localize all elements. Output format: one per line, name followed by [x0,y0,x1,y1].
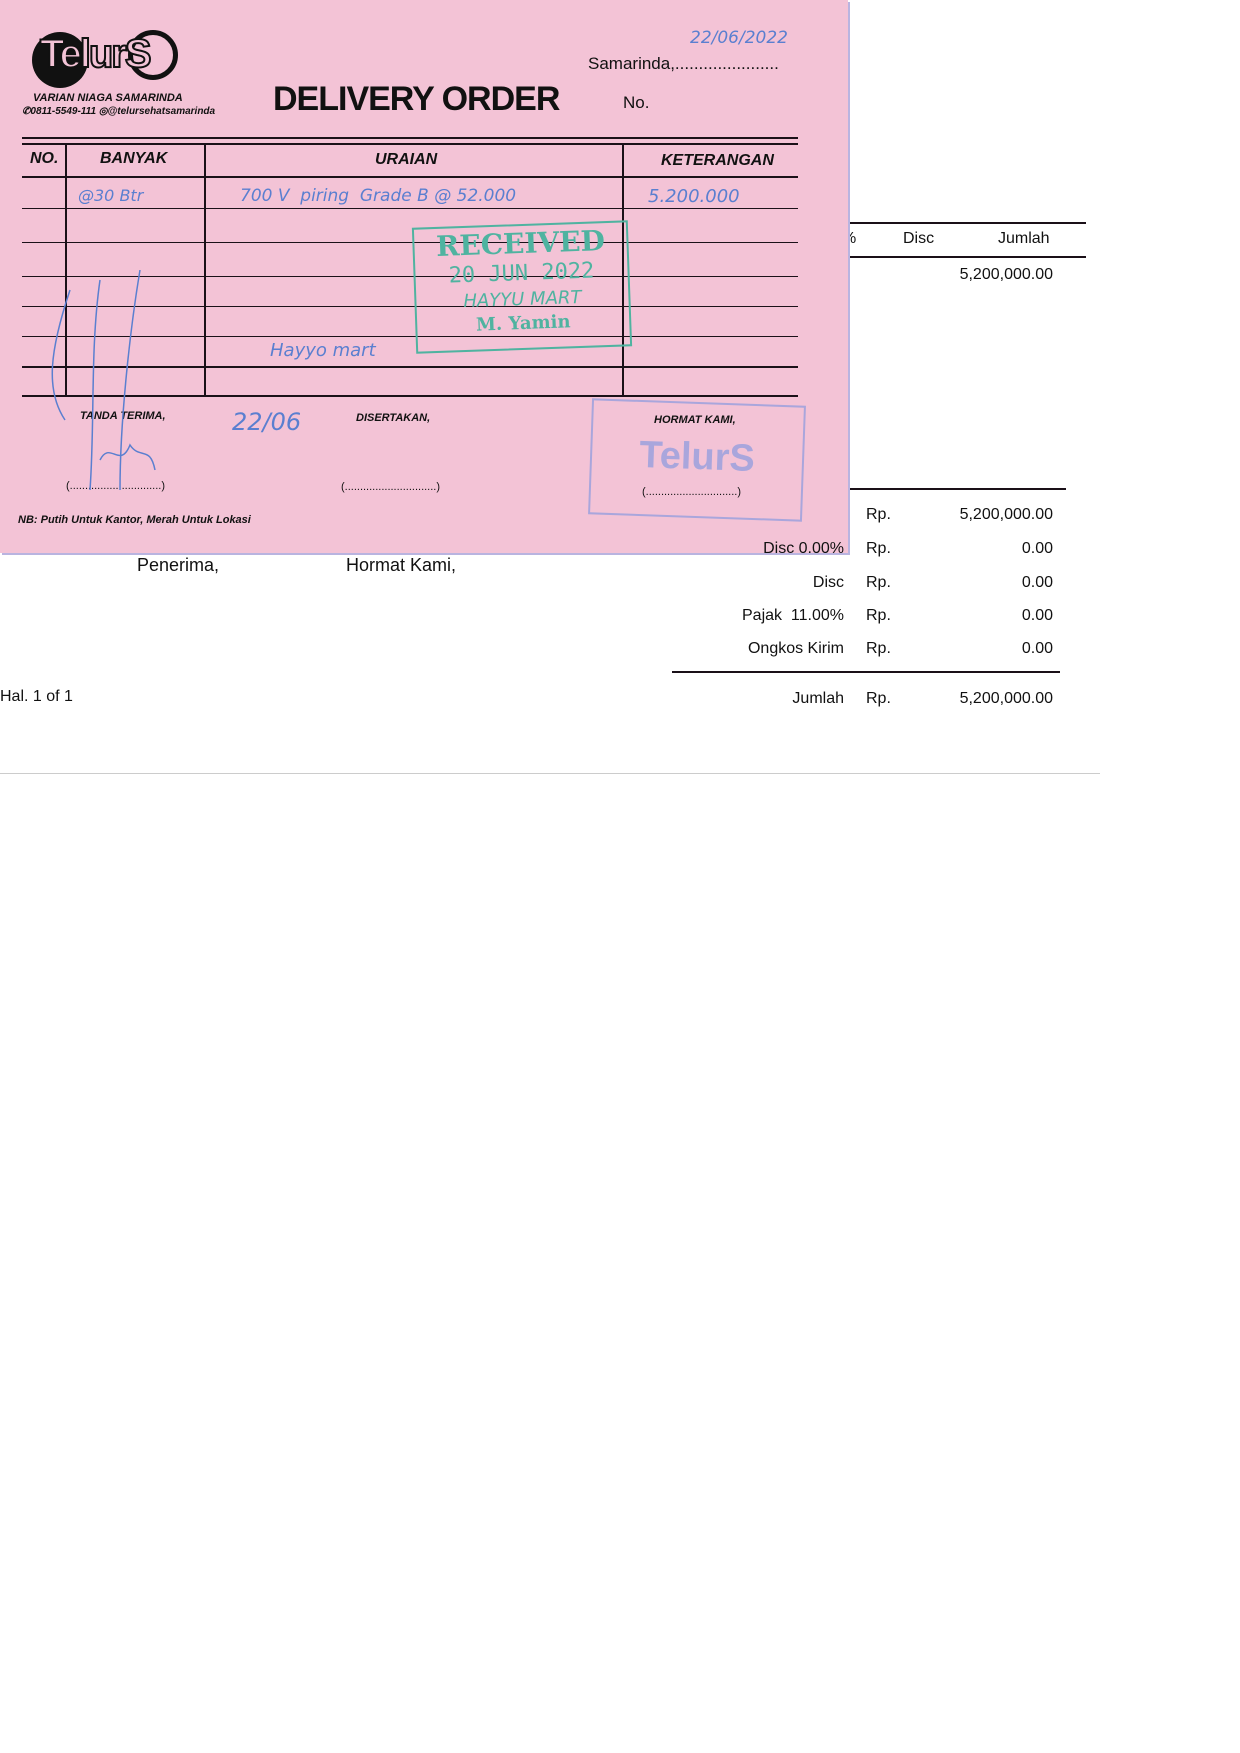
grand-total: 5,200,000.00 [959,690,1053,707]
line-amount: 5,200,000.00 [959,266,1053,283]
instagram-icon: ◎ [98,106,108,117]
logo: TelurS [32,28,178,88]
col-banyak: BANYAK [100,150,168,167]
col-disc: Disc [903,230,935,247]
place-date: Samarinda,...................... [588,54,779,73]
sign-hormat: Hormat Kami, [346,555,457,575]
company-name: VARIAN NIAGA SAMARINDA [33,92,183,104]
delivery-order-slip: TelurS VARIAN NIAGA SAMARINDA ✆0811-5549… [0,0,848,553]
col-keterangan: KETERANGAN [661,152,774,169]
disertakan-label: DISERTAKAN, [356,412,431,424]
sign-penerima: Penerima, [137,555,220,575]
subtotal: 5,200,000.00 [959,506,1053,523]
paper-edge [0,773,1100,774]
handwritten-receiver: Hayyo mart [270,340,376,361]
note: NB: Putih Untuk Kantor, Merah Untuk Loka… [18,514,251,526]
disc-percent-label: Disc 0.00% [763,540,844,557]
received-stamp: RECEIVED 20 JUN 2022 HAYYU MART M. Yamin [411,220,633,354]
row1-uraian: 700 V piring Grade B @ 52.000 [240,186,517,206]
col-jumlah: Jumlah [998,230,1050,247]
page-number: Hal. 1 of 1 [0,688,73,705]
no-label: No. [623,93,650,112]
doc-title: DELIVERY ORDER [273,80,560,118]
sign-line-3: (..............................) [642,486,742,498]
row1-keterangan: 5.200.000 [648,186,740,207]
row1-banyak: @30 Btr [78,186,144,205]
handwritten-date: 22/06 [232,408,302,436]
sign-line-2: (..............................) [341,481,441,493]
handwritten-signature [51,270,156,491]
phone-icon: ✆ [22,106,31,117]
col-no: NO. [30,150,59,167]
date-handwritten: 22/06/2022 [690,28,788,48]
col-uraian: URAIAN [375,151,438,168]
contact: ✆0811-5549-111 ◎@telursehatsamarinda [22,106,216,117]
hormat-kami-label: HORMAT KAMI, [654,414,736,426]
